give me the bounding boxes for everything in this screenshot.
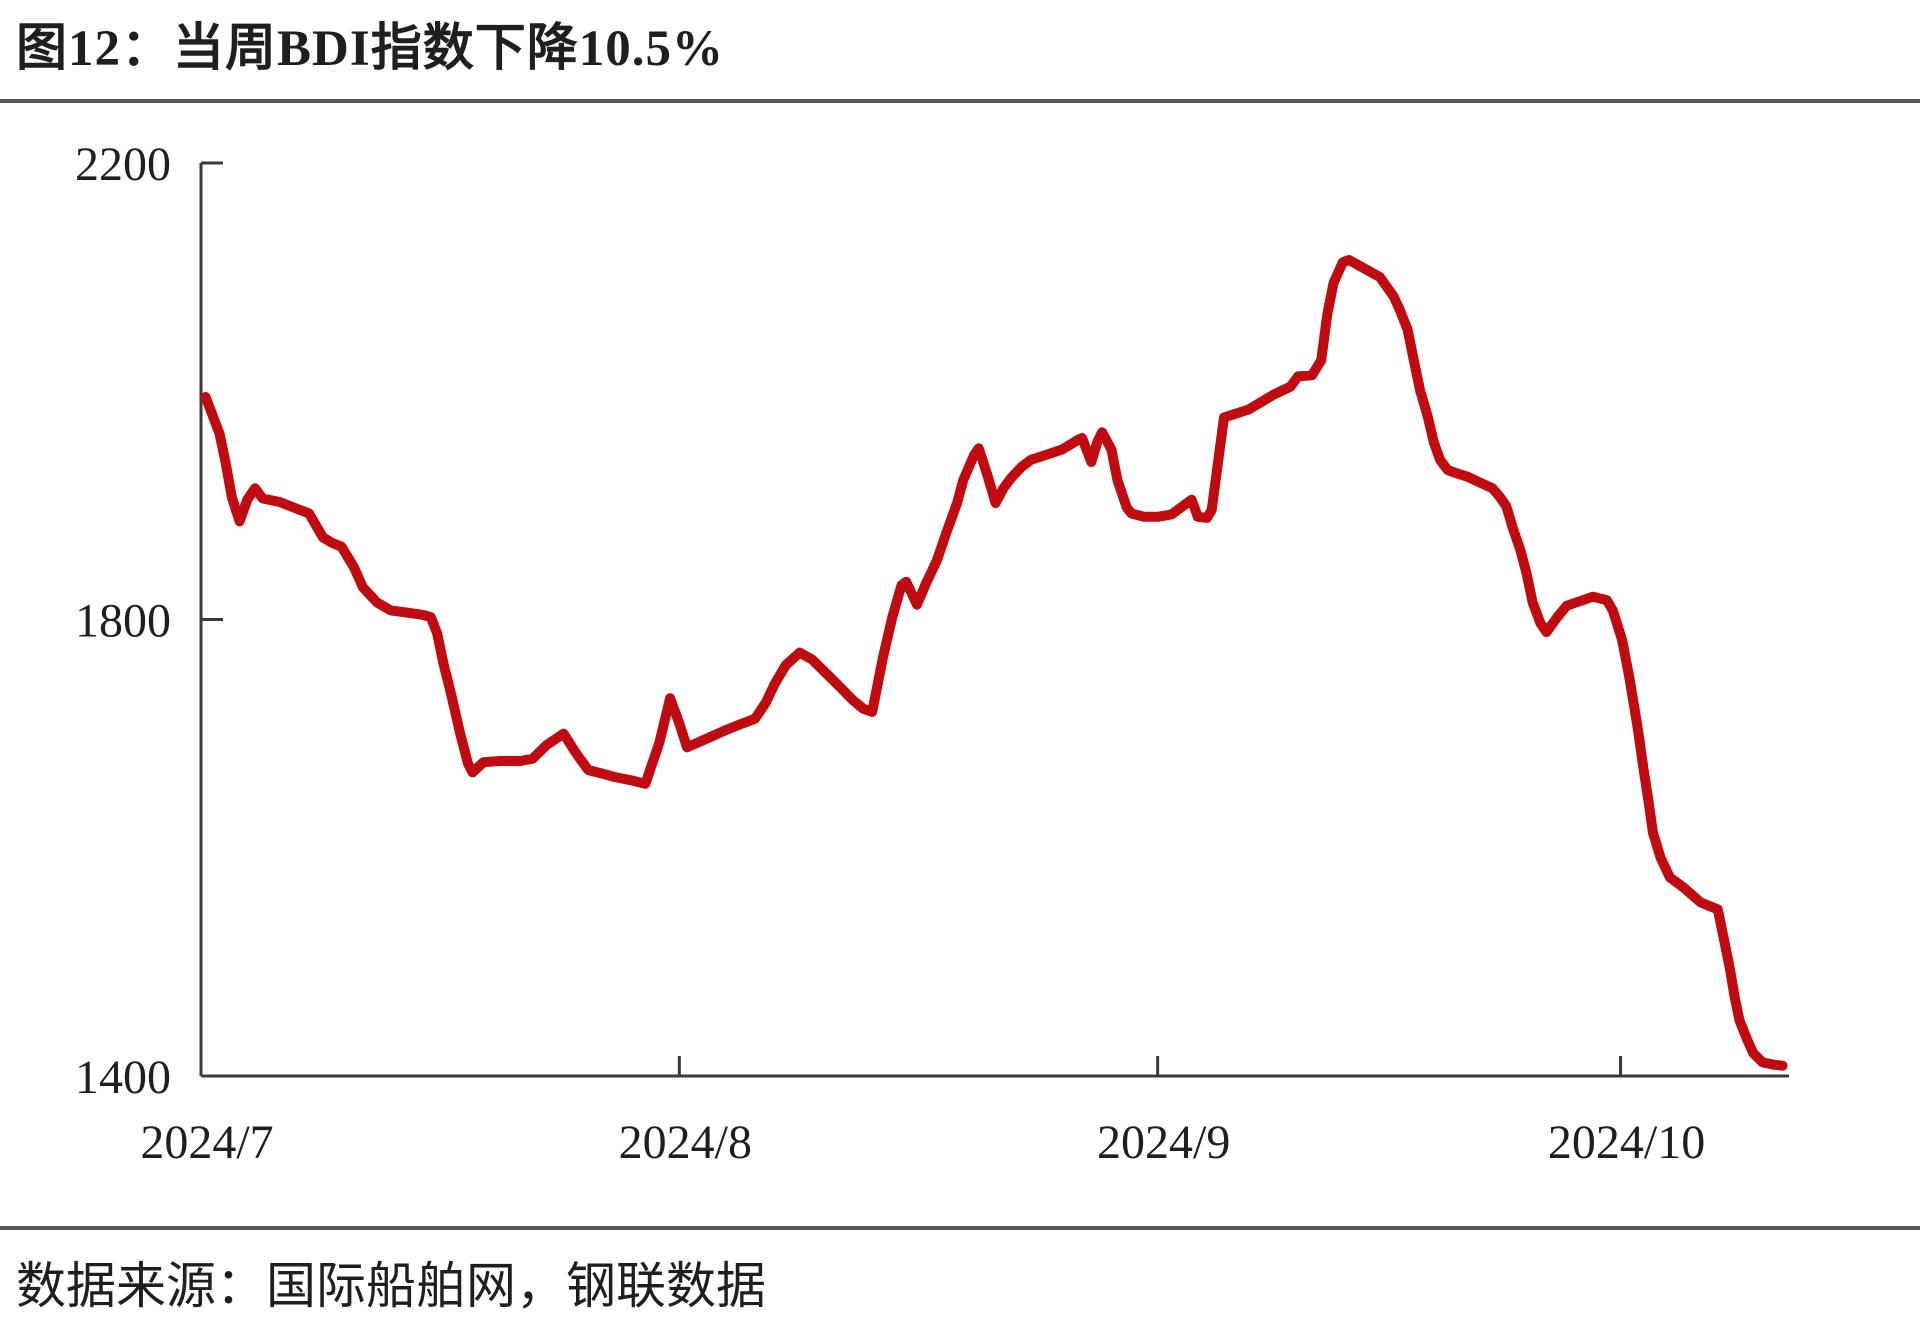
- y-tick-label: 1800: [75, 595, 171, 648]
- y-tick-label: 1400: [75, 1051, 171, 1104]
- source-divider-rule: [0, 1226, 1920, 1230]
- data-source-text: 数据来源：国际船舶网，钢联数据: [16, 1258, 766, 1314]
- chart-title: 图12：当周BDI指数下降10.5%: [16, 21, 724, 77]
- x-tick-label: 2024/10: [1548, 1116, 1705, 1169]
- title-divider-rule: [0, 99, 1920, 103]
- x-tick-label: 2024/8: [619, 1116, 752, 1169]
- x-tick-label: 2024/7: [140, 1116, 273, 1169]
- bdi-series-line: [200, 255, 1788, 1071]
- x-tick-label: 2024/9: [1097, 1116, 1230, 1169]
- y-tick-label: 2200: [75, 138, 171, 191]
